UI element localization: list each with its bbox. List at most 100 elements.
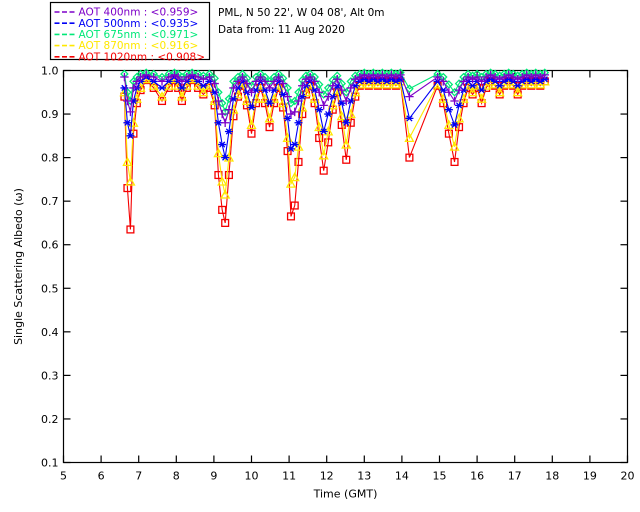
data-marker: [449, 141, 460, 151]
series-500nm: [120, 73, 549, 161]
y-tick-label: 0.6: [41, 239, 59, 252]
data-marker: [247, 129, 256, 138]
data-marker: [148, 80, 159, 90]
legend-item-500nm[interactable]: AOT 500nm : <0.935>: [54, 18, 199, 30]
data-marker: [163, 80, 174, 90]
data-marker: [396, 70, 405, 80]
data-marker: [477, 86, 486, 94]
legend-item-675nm[interactable]: AOT 675nm : <0.971>: [54, 29, 199, 41]
data-marker: [123, 119, 132, 126]
x-tick-label: 11: [282, 470, 296, 483]
data-marker: [319, 90, 329, 99]
data-marker: [531, 70, 540, 80]
chart-subtitle: Data from: 11 Aug 2020: [218, 24, 345, 36]
data-marker: [298, 81, 307, 90]
x-tick-label: 20: [621, 470, 635, 483]
data-marker: [274, 72, 283, 82]
data-marker: [455, 123, 464, 132]
data-marker: [233, 77, 243, 86]
data-marker: [319, 101, 328, 110]
data-marker: [405, 84, 414, 94]
data-marker: [217, 98, 227, 108]
data-marker: [314, 121, 325, 132]
data-marker: [342, 155, 351, 164]
legend-item-870nm[interactable]: AOT 870nm : <0.916>: [54, 40, 199, 52]
legend-label: AOT 675nm : <0.971>: [79, 29, 199, 41]
data-marker: [454, 85, 464, 95]
data-marker: [318, 150, 329, 160]
data-marker: [439, 77, 448, 86]
data-marker: [459, 77, 468, 86]
data-marker: [472, 72, 482, 82]
x-tick-label: 7: [135, 470, 142, 483]
data-marker: [126, 225, 135, 234]
data-marker: [283, 115, 292, 122]
data-marker: [224, 170, 233, 180]
data-marker: [224, 105, 234, 114]
data-marker: [198, 86, 209, 97]
x-tick-label: 8: [173, 470, 180, 483]
data-marker: [305, 72, 315, 82]
data-marker: [315, 106, 324, 113]
legend-item-400nm[interactable]: AOT 400nm : <0.959>: [54, 7, 199, 19]
x-tick-label: 16: [470, 470, 484, 483]
legend-box: [49, 1, 211, 61]
data-marker: [265, 123, 274, 132]
data-marker: [290, 107, 299, 117]
x-tick-label: 14: [395, 470, 409, 483]
data-marker: [187, 70, 197, 80]
data-marker: [450, 121, 459, 129]
data-marker: [319, 166, 328, 175]
data-marker: [536, 72, 545, 82]
data-marker: [333, 75, 342, 84]
data-marker: [220, 118, 230, 127]
data-marker: [369, 70, 378, 80]
data-marker: [286, 109, 296, 119]
data-marker: [157, 77, 167, 86]
data-marker: [217, 176, 228, 186]
data-marker: [182, 72, 192, 82]
data-marker: [391, 72, 401, 82]
data-marker: [405, 115, 414, 122]
data-marker: [324, 138, 333, 147]
data-marker: [319, 128, 328, 135]
data-marker: [149, 72, 158, 82]
data-marker: [181, 80, 192, 90]
data-marker: [324, 92, 333, 101]
data-marker: [122, 156, 133, 167]
y-axis-label: Single Scattering Albedo (ω): [12, 188, 25, 345]
data-marker: [125, 176, 136, 186]
data-marker: [256, 72, 265, 82]
data-marker: [481, 72, 491, 82]
data-marker: [193, 72, 203, 82]
data-marker: [444, 129, 453, 138]
data-marker: [455, 102, 464, 109]
data-marker: [467, 86, 478, 97]
legend-item-1020nm[interactable]: AOT 1020nm : <0.908>: [54, 51, 206, 63]
data-marker: [131, 93, 142, 103]
x-tick-label: 18: [545, 470, 559, 483]
data-marker: [342, 96, 351, 106]
data-marker: [218, 141, 227, 148]
data-marker: [341, 87, 351, 97]
data-marker: [468, 82, 477, 89]
data-marker: [450, 87, 459, 97]
data-marker: [264, 113, 275, 123]
data-marker: [283, 92, 292, 101]
data-marker: [314, 80, 324, 89]
data-marker: [450, 157, 459, 167]
data-marker: [444, 80, 454, 89]
data-marker: [382, 72, 392, 82]
data-marker: [342, 119, 351, 126]
data-marker: [405, 153, 414, 162]
x-tick-label: 12: [320, 470, 334, 483]
data-marker: [387, 70, 396, 80]
data-marker: [310, 77, 319, 86]
x-tick-label: 15: [433, 470, 447, 483]
legend-label: AOT 500nm : <0.935>: [79, 18, 199, 30]
data-marker: [527, 72, 536, 82]
data-marker: [453, 113, 465, 123]
data-marker: [260, 77, 270, 86]
data-marker: [283, 83, 292, 93]
data-marker: [251, 77, 261, 86]
